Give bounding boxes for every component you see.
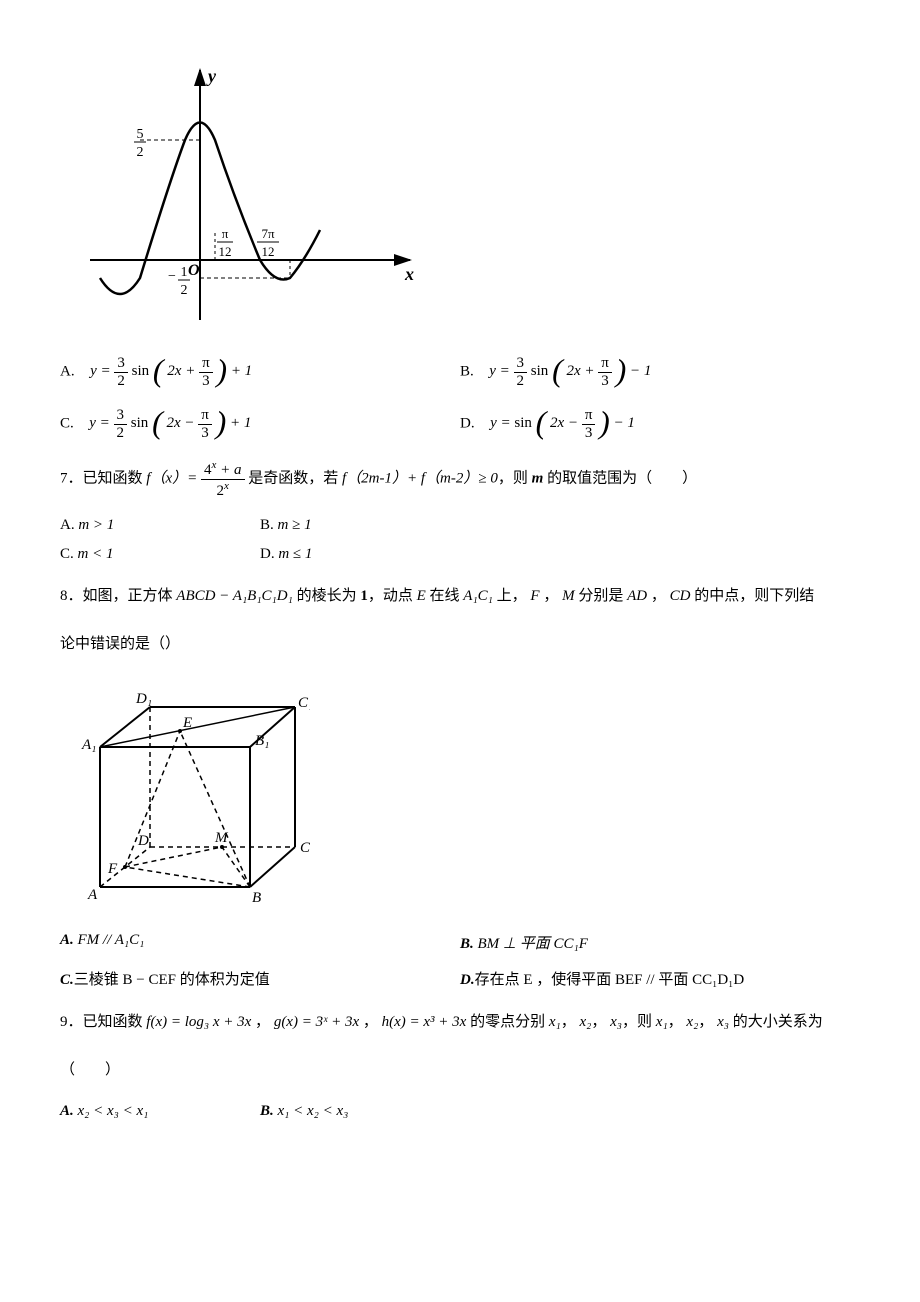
q6-graph: y x O 5 2 − 1 2 π 12 7π 12 (60, 60, 860, 335)
svg-text:7π: 7π (261, 226, 275, 241)
q7-opt-b: B. m ≥ 1 (260, 517, 460, 534)
svg-text:x: x (404, 264, 414, 284)
q7-opt-a: A. m > 1 (60, 517, 260, 534)
svg-text:A₁: A₁ (81, 737, 96, 753)
q-number: 8． (60, 588, 83, 604)
opt-label: D. (460, 415, 475, 431)
q8-opt-d: D.存在点 E ，使得平面 BEF // 平面 CC₁D₁D (460, 968, 860, 989)
cube-svg: A B C D A₁ B₁ C₁ D₁ E F M (60, 677, 310, 907)
svg-text:−: − (168, 269, 176, 284)
svg-text:B: B (252, 890, 261, 906)
svg-text:5: 5 (137, 127, 144, 142)
svg-text:C₁: C₁ (298, 695, 310, 711)
q9-opt-b: B. x₁ < x₂ < x₃ (260, 1103, 460, 1120)
q8-opts-row2: C.三棱锥 B − CEF 的体积为定值 D.存在点 E ，使得平面 BEF /… (60, 968, 860, 989)
q9-stem: 9．已知函数 f(x) = log₃ x + 3x ， g(x) = 3ˣ + … (60, 1007, 860, 1037)
q8-diagram: A B C D A₁ B₁ C₁ D₁ E F M (60, 677, 860, 912)
q7-stem: 7．已知函数 f（x）= 4x + a 2x 是奇函数，若 f（2m-1）+ f… (60, 459, 860, 499)
q8-opt-a: A. FM // A₁C₁ (60, 932, 460, 953)
opt-label: C. (60, 415, 74, 431)
q6-opt-b: B. y = 32 sin ( 2x + π3 ) − 1 (460, 355, 860, 389)
svg-text:D₁: D₁ (135, 691, 152, 707)
q9-opt-a: A. x₂ < x₃ < x₁ (60, 1103, 260, 1120)
q7-opts-row2: C. m < 1 D. m ≤ 1 (60, 546, 860, 563)
q7-opt-c: C. m < 1 (60, 546, 260, 563)
q8-opt-b: B. BM ⊥ 平面 CC₁F (460, 932, 860, 953)
q8-stem-2: 论中错误的是（） (60, 629, 860, 659)
svg-text:F: F (107, 861, 118, 877)
q-number: 7． (60, 470, 83, 486)
sine-graph-svg: y x O 5 2 − 1 2 π 12 7π 12 (60, 60, 420, 330)
svg-text:12: 12 (219, 244, 232, 259)
q7-opt-d: D. m ≤ 1 (260, 546, 460, 563)
svg-text:C: C (300, 840, 310, 856)
opt-label: B. (460, 363, 474, 379)
svg-text:2: 2 (181, 283, 188, 298)
svg-text:2: 2 (137, 145, 144, 160)
svg-text:O: O (188, 262, 200, 279)
q6-row2: C. y = 32 sin ( 2x − π3 ) + 1 D. y = sin… (60, 407, 860, 441)
q6-opt-c: C. y = 32 sin ( 2x − π3 ) + 1 (60, 407, 460, 441)
q9-paren: （ ） (60, 1055, 860, 1085)
q8-stem: 8．如图，正方体 ABCD − A₁B₁C₁D₁ 的棱长为 1，动点 E 在线 … (60, 581, 860, 611)
svg-text:y: y (206, 66, 217, 86)
svg-text:B₁: B₁ (255, 733, 269, 749)
svg-text:A: A (87, 887, 98, 903)
svg-text:E: E (182, 715, 192, 731)
svg-text:M: M (214, 830, 229, 846)
q8-opt-c: C.三棱锥 B − CEF 的体积为定值 (60, 968, 460, 989)
svg-text:12: 12 (262, 244, 275, 259)
svg-text:1: 1 (181, 265, 188, 280)
q7-opts-row1: A. m > 1 B. m ≥ 1 (60, 517, 860, 534)
q6-row1: A. y = 32 sin ( 2x + π3 ) + 1 B. y = 32 … (60, 355, 860, 389)
q9-opts: A. x₂ < x₃ < x₁ B. x₁ < x₂ < x₃ (60, 1103, 860, 1120)
q6-opt-a: A. y = 32 sin ( 2x + π3 ) + 1 (60, 355, 460, 389)
q6-opt-d: D. y = sin ( 2x − π3 ) − 1 (460, 407, 860, 441)
opt-label: A. (60, 363, 75, 379)
svg-text:D: D (137, 833, 149, 849)
q-number: 9． (60, 1014, 83, 1030)
q8-opts-row1: A. FM // A₁C₁ B. BM ⊥ 平面 CC₁F (60, 932, 860, 953)
svg-text:π: π (222, 226, 229, 241)
